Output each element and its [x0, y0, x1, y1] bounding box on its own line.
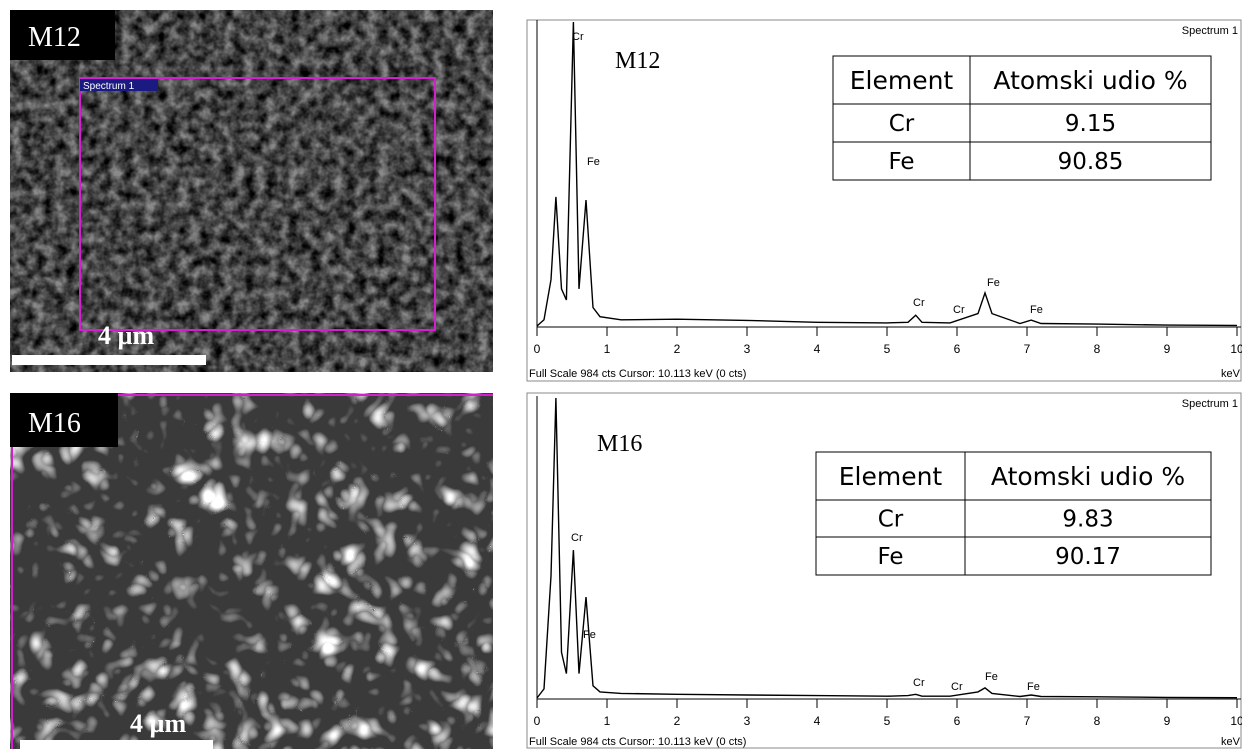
- x-tick-label: 1: [604, 714, 611, 728]
- scale-label: 4 µm: [130, 709, 186, 738]
- sem-image: M16 4 µm: [10, 393, 493, 749]
- table-cell: 9.83: [1062, 507, 1113, 533]
- footer: Full Scale 984 cts Cursor: 10.113 keV (0…: [529, 368, 746, 380]
- x-tick-label: 10: [1230, 342, 1242, 356]
- peak-label: Cr: [951, 681, 963, 693]
- table-cell: 9.15: [1065, 111, 1116, 137]
- region-label: Spectrum 1: [83, 81, 135, 92]
- x-tick-label: 10: [1230, 714, 1242, 728]
- table-cell: 90.85: [1058, 149, 1124, 175]
- x-tick-label: 8: [1094, 342, 1101, 356]
- peak-label: Fe: [1030, 304, 1043, 316]
- sample-label: M16: [597, 431, 642, 457]
- peak-label: Fe: [987, 277, 1000, 289]
- peak-label: Cr: [572, 31, 584, 43]
- table-header: Element: [850, 66, 954, 95]
- peak-label: Cr: [913, 677, 925, 689]
- x-tick-label: 0: [534, 342, 541, 356]
- table-header: Atomski udio %: [991, 462, 1185, 491]
- sample-label: M12: [615, 48, 660, 74]
- table-header: Element: [839, 462, 943, 491]
- image-label: M16: [28, 408, 81, 439]
- x-tick-label: 9: [1164, 714, 1171, 728]
- spectrum-line: [536, 21, 1238, 327]
- x-tick-label: 3: [744, 714, 751, 728]
- x-tick-label: 4: [814, 714, 821, 728]
- x-tick-label: 7: [1024, 342, 1031, 356]
- peak-label: Fe: [1027, 681, 1040, 693]
- spectrum-title: Spectrum 1: [1182, 398, 1238, 410]
- x-tick-label: 6: [954, 714, 961, 728]
- spectrum-title: Spectrum 1: [1182, 25, 1238, 37]
- x-tick-label: 2: [674, 714, 681, 728]
- table-border: [815, 451, 1212, 576]
- peak-label: Fe: [587, 156, 600, 168]
- table-header: Atomski udio %: [993, 66, 1187, 95]
- x-tick-label: 3: [744, 342, 751, 356]
- spectrum-line: [536, 397, 1238, 699]
- table-cell: Fe: [888, 149, 914, 175]
- image-label: M12: [28, 22, 81, 53]
- peak-label: Cr: [953, 304, 965, 316]
- scale-label: 4 µm: [98, 321, 154, 350]
- table-cell: Cr: [889, 111, 915, 137]
- x-unit: keV: [1221, 368, 1241, 380]
- x-tick-label: 0: [534, 714, 541, 728]
- table-cell: 90.17: [1055, 544, 1121, 570]
- x-tick-label: 2: [674, 342, 681, 356]
- footer: Full Scale 984 cts Cursor: 10.113 keV (0…: [529, 736, 746, 748]
- x-tick-label: 6: [954, 342, 961, 356]
- x-tick-label: 5: [884, 714, 891, 728]
- peak-label: Cr: [913, 297, 925, 309]
- x-unit: keV: [1221, 736, 1241, 748]
- table-border: [832, 55, 1212, 181]
- table-cell: Fe: [877, 544, 903, 570]
- peak-label: Cr: [571, 532, 583, 544]
- x-tick-label: 9: [1164, 342, 1171, 356]
- sem-image: Spectrum 1 M12 4 µm: [10, 10, 493, 372]
- x-tick-label: 4: [814, 342, 821, 356]
- x-tick-label: 8: [1094, 714, 1101, 728]
- peak-label: Fe: [985, 671, 998, 683]
- table-cell: Cr: [878, 507, 904, 533]
- x-tick-label: 7: [1024, 714, 1031, 728]
- x-tick-label: 1: [604, 342, 611, 356]
- x-tick-label: 5: [884, 342, 891, 356]
